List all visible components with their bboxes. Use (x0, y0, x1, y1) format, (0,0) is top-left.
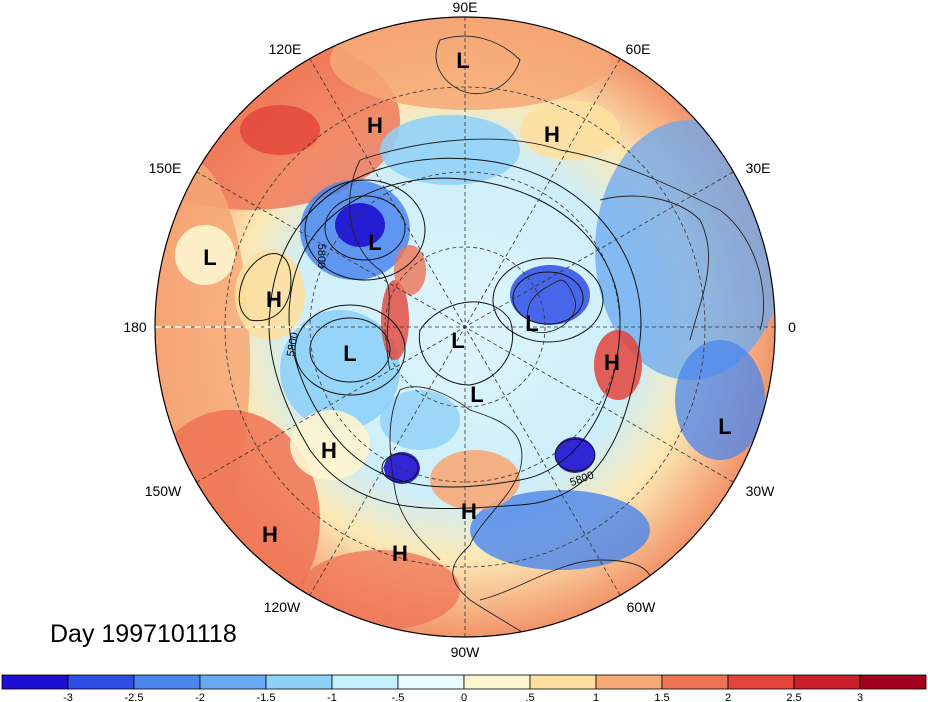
colorbar-swatch (793, 674, 861, 690)
high-center-label: H (321, 438, 337, 463)
colorbar-tick-label: -.5 (392, 692, 405, 702)
colorbar-tick-label: 1 (593, 692, 599, 702)
colorbar-swatch (265, 674, 333, 690)
colorbar-tick-label: 3 (857, 692, 863, 702)
lon-label-90e: 90E (453, 0, 478, 15)
graticule (155, 17, 775, 637)
colorbar-swatch (331, 674, 399, 690)
colorbar-tick-label: 0 (461, 692, 467, 702)
lon-label-150e: 150E (149, 160, 182, 176)
high-center-label: H (604, 350, 620, 375)
colorbar-tick-label: -2.5 (125, 692, 144, 702)
contour-label: 5800 (285, 331, 301, 357)
colorbar-swatch (133, 674, 201, 690)
colorbar-swatch (397, 674, 465, 690)
colorbar-swatch (529, 674, 597, 690)
contour-label: 5800 (315, 244, 327, 268)
high-center-label: H (544, 122, 560, 147)
low-center-label: L (368, 230, 381, 255)
pressure-centers: L H H L L H L L L H L H H L H H H (203, 48, 731, 566)
colorbar-tick-label: -2 (195, 692, 205, 702)
anomaly-field (155, 17, 775, 637)
lon-label-30e: 30E (746, 160, 771, 176)
low-center-label: L (718, 414, 731, 439)
low-center-label: L (456, 48, 469, 73)
high-center-label: H (266, 287, 282, 312)
coastlines (349, 35, 765, 637)
colorbar-tick-label: 2 (725, 692, 731, 702)
lon-label-60w: 60W (627, 599, 657, 615)
lon-label-0: 0 (788, 319, 796, 335)
colorbar-swatch (67, 674, 135, 690)
colorbar-tick-label: .5 (525, 692, 534, 702)
colorbar-swatch (199, 674, 267, 690)
high-center-label: H (262, 522, 278, 547)
low-center-label: L (451, 328, 464, 353)
longitude-labels: 90E 60E 30E 0 30W 60W 90W 120W 150W 180 … (123, 0, 796, 660)
colorbar-swatch (463, 674, 531, 690)
colorbar-tick-label: -1 (327, 692, 337, 702)
low-center-label: L (203, 245, 216, 270)
low-center-label: L (525, 311, 538, 336)
high-center-label: H (392, 541, 408, 566)
lon-label-30w: 30W (746, 483, 776, 499)
map-boundary (154, 16, 776, 638)
colorbar: -3 -2.5 -2 -1.5 -1 -.5 0 .5 1 1.5 2 2.5 3 (1, 674, 927, 702)
lon-label-150w: 150W (145, 483, 182, 499)
low-center-label: L (343, 341, 356, 366)
high-center-label: H (461, 499, 477, 524)
map-title: Day 1997101118 (50, 620, 237, 648)
lon-label-180: 180 (123, 319, 147, 335)
height-contours (238, 157, 642, 510)
colorbar-tick-label: 1.5 (654, 692, 669, 702)
colorbar-tick-label: -3 (63, 692, 73, 702)
colorbar-tick-label: 2.5 (786, 692, 801, 702)
colorbar-tick-label: -1.5 (257, 692, 276, 702)
lon-label-120w: 120W (264, 599, 301, 615)
colorbar-swatch (727, 674, 795, 690)
high-center-label: H (367, 113, 383, 138)
lon-label-60e: 60E (626, 41, 651, 57)
colorbar-swatch (1, 674, 69, 690)
low-center-label: L (470, 382, 483, 407)
lon-label-120e: 120E (269, 41, 302, 57)
colorbar-swatch (595, 674, 663, 690)
colorbar-swatch (661, 674, 729, 690)
colorbar-swatch (859, 674, 927, 690)
lon-label-90w: 90W (451, 644, 481, 660)
